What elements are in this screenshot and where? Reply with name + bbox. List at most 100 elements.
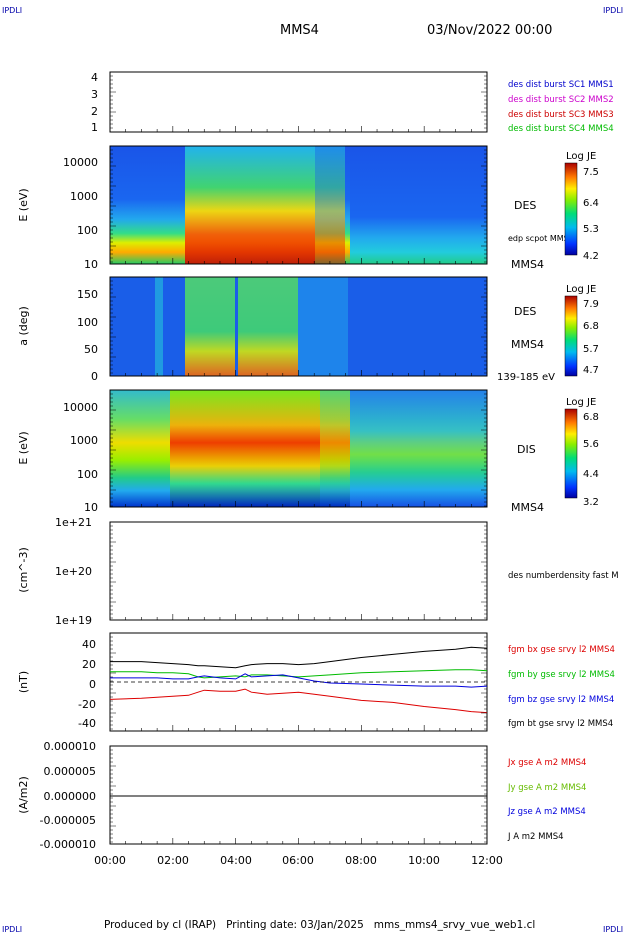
x-tick-label: 12:00 [471, 854, 503, 867]
colorbar-tick: 5.6 [583, 439, 599, 450]
colorbar [564, 162, 578, 256]
legend-density: des numberdensity fast M [508, 571, 619, 581]
y-tick-label: -40 [78, 717, 96, 730]
y-tick-label: 2 [91, 105, 98, 118]
y-tick-label: 10 [84, 258, 98, 271]
x-tick-label: 00:00 [94, 854, 126, 867]
y-axis-label: (A/m2) [17, 776, 30, 814]
colorbar-title: Log JE [566, 397, 596, 408]
y-tick-label: 0.000000 [44, 790, 97, 803]
y-axis-label: a (deg) [17, 306, 30, 346]
x-tick-label: 06:00 [282, 854, 314, 867]
colorbar [564, 408, 578, 499]
y-tick-label: 100 [77, 224, 98, 237]
legend-j: J A m2 MMS4 [507, 832, 564, 842]
panel-current-density: (A/m2) 0.000010 0.000005 0.000000 -0.000… [17, 740, 586, 867]
y-tick-label: -20 [78, 698, 96, 711]
legend-sc3: des dist burst SC3 MMS3 [508, 110, 614, 120]
corner-label-bottom-right: IPDLI [603, 925, 623, 934]
series-line [110, 646, 488, 669]
legend-jy: Jy gse A m2 MMS4 [507, 783, 586, 793]
colorbar-tick: 5.7 [583, 344, 599, 355]
right-label: DES [514, 199, 536, 212]
panel-sc-availability: 4 3 2 1 des dist burst SC1 MMS1 des dist… [91, 71, 614, 134]
y-tick-label: 10 [84, 501, 98, 514]
corner-label-top-right: IPDLI [603, 6, 623, 15]
colorbar-tick: 4.2 [583, 251, 599, 262]
series-line [110, 669, 488, 679]
y-tick-label: 0 [91, 370, 98, 383]
legend-by: fgm by gse srvy l2 MMS4 [508, 670, 615, 680]
x-tick-label: 02:00 [157, 854, 189, 867]
y-tick-label: 150 [77, 288, 98, 301]
header-datetime: 03/Nov/2022 00:00 [427, 23, 552, 38]
right-label: MMS4 [511, 258, 544, 271]
y-tick-label: 1e+21 [55, 516, 92, 529]
header-spacecraft: MMS4 [280, 23, 319, 38]
y-axis-label: (cm^-3) [17, 547, 30, 593]
y-tick-label: 100 [77, 316, 98, 329]
right-label: edp scpot MMS4 [508, 234, 574, 243]
colorbar [564, 295, 578, 377]
y-tick-label: 20 [82, 658, 96, 671]
footer-credits: Produced by cl (IRAP) Printing date: 03/… [104, 919, 535, 931]
x-tick-label: 10:00 [408, 854, 440, 867]
colorbar-tick: 3.2 [583, 497, 599, 508]
colorbar-title: Log JE [566, 284, 596, 295]
legend-sc2: des dist burst SC2 MMS2 [508, 95, 614, 105]
right-label: MMS4 [511, 338, 544, 351]
y-tick-label: 1e+19 [55, 614, 92, 627]
colorbar-tick: 6.4 [583, 198, 599, 209]
legend-bt: fgm bt gse srvy l2 MMS4 [508, 719, 613, 729]
colorbar-tick: 4.7 [583, 365, 599, 376]
panel-des-pitch-angle: a (deg) 150 100 50 0 DES MMS4 139-185 eV… [17, 276, 599, 383]
panel-des-energy-spectrogram: E (eV) 10000 1000 100 10 DES edp scpot M… [17, 145, 599, 271]
legend-jz: Jz gse A m2 MMS4 [507, 807, 586, 817]
axis-ticks [109, 75, 488, 844]
y-tick-label: 0.000010 [44, 740, 97, 753]
y-tick-label: 1 [91, 121, 98, 134]
colorbar-tick: 4.4 [583, 469, 599, 480]
y-tick-label: 10000 [63, 156, 98, 169]
bfield-lines [109, 646, 488, 714]
colorbar-title: Log JE [566, 151, 596, 162]
colorbar-tick: 5.3 [583, 224, 599, 235]
legend-jx: Jx gse A m2 MMS4 [507, 758, 586, 768]
panel-magnetic-field: (nT) 40 20 0 -20 -40 fgm bx gse srvy l2 … [17, 632, 615, 732]
y-axis-label: E (eV) [17, 188, 30, 221]
right-label: 139-185 eV [497, 372, 555, 383]
colorbar-tick: 6.8 [583, 412, 599, 423]
y-tick-label: 1000 [70, 434, 98, 447]
colorbar-tick: 7.5 [583, 167, 599, 178]
y-tick-label: 0 [89, 678, 96, 691]
panel-electron-density: (cm^-3) 1e+21 1e+20 1e+19 des numberdens… [17, 516, 619, 627]
legend-sc1: des dist burst SC1 MMS1 [508, 80, 614, 90]
y-tick-label: 1e+20 [55, 565, 92, 578]
y-tick-labels: 4 3 2 1 [91, 71, 98, 134]
y-tick-label: 40 [82, 638, 96, 651]
right-label: DES [514, 305, 536, 318]
y-tick-label: 100 [77, 468, 98, 481]
y-axis-label: (nT) [17, 671, 30, 693]
corner-label-bottom-left: IPDLI [2, 925, 22, 934]
corner-label-top-left: IPDLI [2, 6, 22, 15]
series-line [109, 688, 488, 714]
right-label: DIS [517, 443, 536, 456]
right-label: MMS4 [511, 501, 544, 514]
colorbar-tick: 6.8 [583, 321, 599, 332]
y-tick-label: 3 [91, 88, 98, 101]
y-tick-label: -0.000005 [40, 814, 96, 827]
y-tick-label: 1000 [70, 190, 98, 203]
y-tick-label: 4 [91, 71, 98, 84]
series-line [110, 673, 488, 688]
colorbar-tick: 7.9 [583, 299, 599, 310]
y-tick-label: 0.000005 [44, 765, 97, 778]
legend-bz: fgm bz gse srvy l2 MMS4 [508, 695, 614, 705]
y-tick-label: -0.000010 [40, 838, 96, 851]
y-tick-label: 10000 [63, 401, 98, 414]
x-tick-label: 04:00 [220, 854, 252, 867]
panel-dis-energy-spectrogram: E (eV) 10000 1000 100 10 DIS MMS4 Log JE… [17, 389, 599, 514]
legend-bx: fgm bx gse srvy l2 MMS4 [508, 645, 615, 655]
y-axis-label: E (eV) [17, 431, 30, 464]
